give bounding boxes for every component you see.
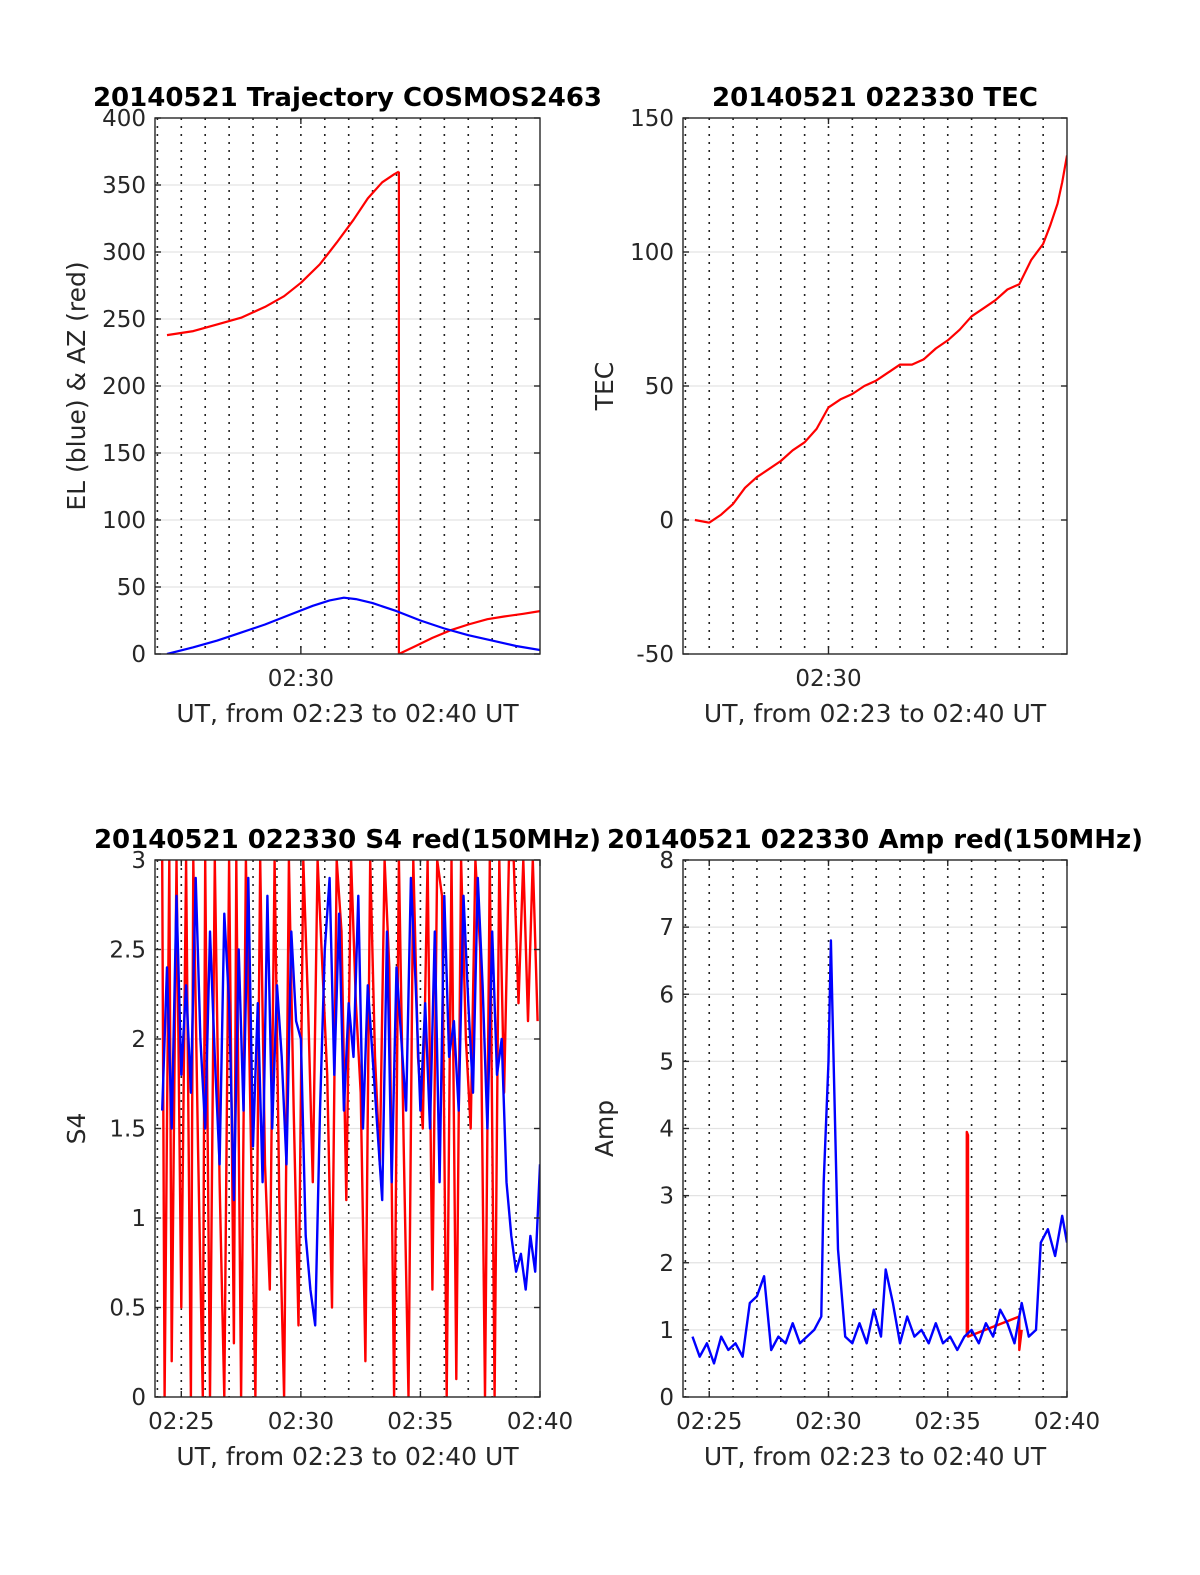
y-axis-label: TEC <box>590 362 619 412</box>
y-tick-label: 3 <box>659 1184 674 1210</box>
chart-title: 20140521 Trajectory COSMOS2463 <box>93 83 602 113</box>
series-line-1 <box>694 155 1067 524</box>
y-tick-label: 400 <box>102 106 146 132</box>
x-tick-label: 02:25 <box>148 1409 214 1435</box>
y-tick-label: 5 <box>659 1049 674 1075</box>
y-tick-label: 8 <box>659 848 674 874</box>
y-tick-label: 4 <box>659 1117 674 1143</box>
y-tick-label: 50 <box>117 575 146 601</box>
x-tick-label: 02:30 <box>795 1409 861 1435</box>
series-line-1 <box>965 1130 1023 1352</box>
series-line-1 <box>166 170 400 337</box>
x-tick-label: 02:40 <box>507 1409 573 1435</box>
chart-panel-4: 0 1 2 3 4 5 6 7 8 02:25 02:30 02:35 02:40 20140521 02… <box>590 825 1143 1471</box>
x-tick-label: 02:30 <box>268 1409 334 1435</box>
y-tick-label: 0 <box>659 508 674 534</box>
x-tick-label: 02:40 <box>1034 1409 1100 1435</box>
x-tick-label: 02:30 <box>795 666 861 692</box>
y-tick-label: 100 <box>630 240 674 266</box>
y-tick-label: 300 <box>102 240 146 266</box>
y-tick-label: 50 <box>645 374 674 400</box>
y-tick-label: 7 <box>659 915 674 941</box>
chart-panel-3: 0 0.5 1 1.5 2 2.5 3 02:25 02:30 02:35 02:40 2014052… <box>62 825 601 1471</box>
chart-panel-2: -50 0 50 100 150 02:30 20140521 022330 TEC UT, … <box>590 83 1068 728</box>
x-tick-label: 02:35 <box>915 1409 981 1435</box>
series-group <box>166 170 540 654</box>
y-tick-label: -50 <box>636 642 674 668</box>
x-axis-label: UT, from 02:23 to 02:40 UT <box>704 699 1047 728</box>
y-tick-label: 150 <box>630 106 674 132</box>
series-line-2 <box>161 876 540 1327</box>
y-tick-label: 0 <box>659 1385 674 1411</box>
chart-title: 20140521 022330 TEC <box>712 83 1038 113</box>
y-tick-label: 3 <box>131 848 146 874</box>
y-tick-label: 2.5 <box>109 938 146 964</box>
series-line-2 <box>397 171 540 654</box>
y-axis-label: S4 <box>62 1113 91 1145</box>
y-tick-label: 6 <box>659 982 674 1008</box>
y-tick-label: 2 <box>131 1027 146 1053</box>
y-tick-label: 0.5 <box>109 1296 146 1322</box>
x-tick-label: 02:35 <box>387 1409 453 1435</box>
y-tick-label: 200 <box>102 374 146 400</box>
chart-panel-1: 0 50 100 150 200 250 300 350 400 02:30 20140521 Tr… <box>62 83 602 728</box>
y-axis-label: Amp <box>590 1100 619 1157</box>
y-tick-label: 0 <box>131 642 146 668</box>
x-axis-label: UT, from 02:23 to 02:40 UT <box>176 699 519 728</box>
x-tick-label: 02:30 <box>268 666 334 692</box>
series-line-2 <box>691 939 1067 1365</box>
chart-title: 20140521 022330 Amp red(150MHz) <box>607 825 1143 855</box>
chart-title: 20140521 022330 S4 red(150MHz) <box>94 825 601 855</box>
y-tick-label: 100 <box>102 508 146 534</box>
y-tick-label: 1.5 <box>109 1117 146 1143</box>
y-tick-label: 1 <box>659 1318 674 1344</box>
x-axis-label: UT, from 02:23 to 02:40 UT <box>704 1442 1047 1471</box>
x-axis-label: UT, from 02:23 to 02:40 UT <box>176 1442 519 1471</box>
y-axis-label: EL (blue) & AZ (red) <box>62 261 91 510</box>
series-line-3 <box>166 596 540 654</box>
x-tick-label: 02:25 <box>676 1409 742 1435</box>
y-tick-label: 1 <box>131 1206 146 1232</box>
series-group <box>694 155 1067 524</box>
y-tick-label: 150 <box>102 441 146 467</box>
y-tick-label: 0 <box>131 1385 146 1411</box>
y-tick-label: 350 <box>102 173 146 199</box>
y-tick-label: 2 <box>659 1251 674 1277</box>
series-group <box>691 939 1067 1365</box>
series-group <box>161 860 540 1397</box>
y-tick-label: 250 <box>102 307 146 333</box>
